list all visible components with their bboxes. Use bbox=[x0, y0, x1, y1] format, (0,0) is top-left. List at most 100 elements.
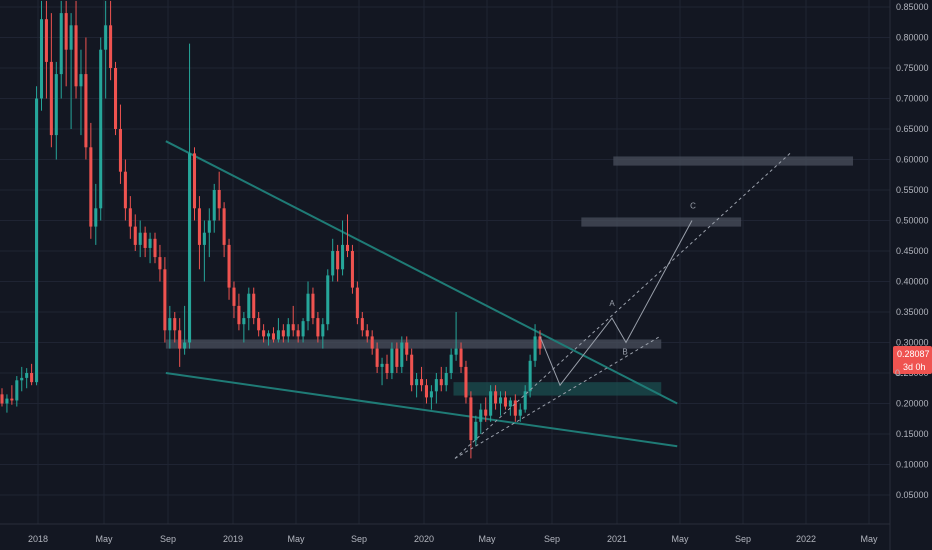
candle-body bbox=[405, 342, 409, 355]
candle-body bbox=[168, 318, 172, 331]
projection-dashed bbox=[454, 335, 661, 459]
candle-body bbox=[370, 336, 374, 349]
candle-body bbox=[217, 190, 221, 209]
price-tick-label: 0.50000 bbox=[896, 216, 929, 226]
candle-body bbox=[479, 409, 483, 422]
price-tick-label: 0.45000 bbox=[896, 246, 929, 256]
candle-body bbox=[69, 25, 73, 50]
candle-body bbox=[281, 330, 285, 337]
candle-body bbox=[350, 251, 354, 288]
candle-body bbox=[326, 275, 330, 325]
candle-body bbox=[39, 19, 44, 99]
candle-body bbox=[365, 330, 369, 337]
candle-body bbox=[99, 49, 103, 209]
candle-body bbox=[503, 397, 507, 407]
candlesticks bbox=[0, 0, 542, 459]
price-zone bbox=[453, 382, 662, 396]
price-tick-label: 0.55000 bbox=[896, 185, 929, 195]
candle-body bbox=[375, 348, 379, 367]
candle-body bbox=[489, 391, 493, 416]
price-tick-label: 0.40000 bbox=[896, 277, 929, 287]
candle-body bbox=[247, 293, 251, 319]
candle-body bbox=[133, 226, 137, 245]
candle-body bbox=[207, 220, 211, 233]
current-price-label: 0.28087 bbox=[897, 349, 930, 359]
candle-body bbox=[494, 391, 498, 404]
candle-body bbox=[533, 336, 537, 361]
candle-body bbox=[0, 394, 4, 404]
candle-body bbox=[153, 238, 157, 258]
candle-body bbox=[15, 380, 19, 401]
wave-label: B bbox=[622, 348, 627, 357]
price-tick-label: 0.30000 bbox=[896, 338, 929, 348]
candle-body bbox=[74, 25, 78, 87]
candle-body bbox=[54, 74, 58, 136]
countdown-label: 3d 0h bbox=[903, 362, 926, 372]
candle-body bbox=[508, 400, 512, 407]
candle-body bbox=[252, 293, 256, 319]
price-tick-label: 0.80000 bbox=[896, 33, 929, 43]
candle-body bbox=[424, 385, 429, 398]
candle-body bbox=[429, 391, 433, 398]
candle-body bbox=[138, 232, 142, 245]
candle-body bbox=[385, 363, 389, 373]
price-tick-label: 0.70000 bbox=[896, 94, 929, 104]
time-tick-label: May bbox=[95, 534, 113, 544]
candle-body bbox=[390, 348, 394, 373]
price-tick-label: 0.10000 bbox=[896, 460, 929, 470]
time-tick-label: 2022 bbox=[796, 534, 816, 544]
price-tick-label: 0.60000 bbox=[896, 155, 929, 165]
time-axis: 2018 May Sep 2019 May Sep 2020 May Sep 2021 May Sep… bbox=[28, 534, 878, 544]
time-tick-label: May bbox=[287, 534, 305, 544]
candle-body bbox=[64, 13, 68, 50]
candle-body bbox=[44, 19, 48, 62]
candle-body bbox=[355, 287, 359, 319]
candle-body bbox=[469, 397, 473, 441]
candle-body bbox=[113, 68, 118, 129]
candle-body bbox=[484, 409, 488, 416]
time-tick-label: 2019 bbox=[223, 534, 243, 544]
candle-body bbox=[336, 251, 340, 270]
candle-body bbox=[341, 244, 345, 270]
candle-body bbox=[94, 208, 98, 227]
price-axis-panel bbox=[890, 0, 932, 550]
time-tick-label: 2020 bbox=[414, 534, 434, 544]
candle-body bbox=[163, 269, 167, 331]
candle-body bbox=[20, 377, 24, 381]
candle-body bbox=[454, 348, 458, 355]
candle-body bbox=[311, 293, 315, 319]
projection-path: A B C bbox=[454, 153, 791, 459]
candle-body bbox=[128, 208, 132, 227]
candle-body bbox=[178, 330, 182, 349]
candle-body bbox=[222, 208, 226, 245]
candle-body bbox=[257, 318, 261, 331]
candle-body bbox=[331, 251, 335, 276]
candle-body bbox=[242, 318, 246, 325]
candle-body bbox=[518, 409, 522, 416]
time-tick-label: May bbox=[860, 534, 878, 544]
time-tick-label: Sep bbox=[351, 534, 367, 544]
candle-body bbox=[286, 324, 290, 337]
time-tick-label: May bbox=[671, 534, 689, 544]
candle-body bbox=[79, 74, 83, 87]
trendlines bbox=[165, 140, 678, 448]
candle-body bbox=[5, 398, 9, 404]
time-tick-label: 2021 bbox=[607, 534, 627, 544]
time-tick-label: Sep bbox=[735, 534, 751, 544]
candle-body bbox=[321, 324, 325, 337]
candle-body bbox=[59, 13, 63, 75]
candle-body bbox=[104, 25, 108, 50]
candle-body bbox=[360, 318, 364, 331]
candle-body bbox=[158, 257, 162, 270]
trendline bbox=[165, 140, 678, 405]
candle-body bbox=[84, 74, 88, 148]
time-tick-label: Sep bbox=[544, 534, 560, 544]
candle-body bbox=[232, 287, 236, 306]
price-tick-label: 0.65000 bbox=[896, 124, 929, 134]
candle-body bbox=[380, 363, 384, 367]
candle-body bbox=[197, 208, 201, 245]
candle-body bbox=[538, 336, 542, 349]
candle-body bbox=[192, 153, 197, 209]
